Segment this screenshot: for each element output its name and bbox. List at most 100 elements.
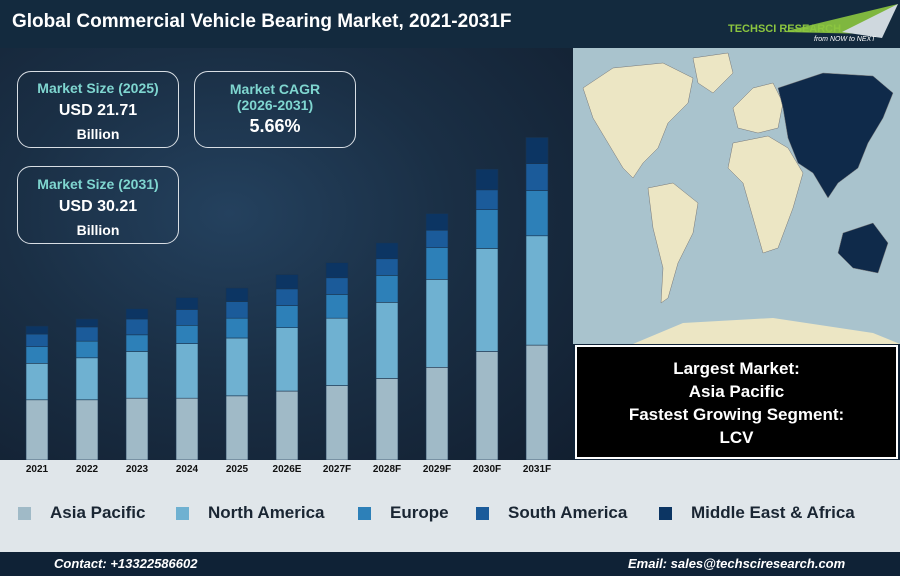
bar-segment-asia-pacific-2026E bbox=[275, 390, 299, 461]
kpi-label: Market Size (2031) bbox=[37, 176, 159, 192]
bar-segment-middle-east-africa-2027F bbox=[325, 262, 349, 279]
bar-segment-middle-east-africa-2024 bbox=[175, 297, 199, 310]
world-map-graphic bbox=[582, 52, 900, 344]
bar-segment-south-america-2026E bbox=[275, 288, 299, 306]
kpi-value: USD 21.71 bbox=[58, 102, 138, 119]
bar-segment-asia-pacific-2030F bbox=[475, 351, 499, 461]
legend-item: South America bbox=[476, 503, 627, 523]
bar-segment-south-america-2024 bbox=[175, 309, 199, 326]
bar-segment-middle-east-africa-2030F bbox=[475, 168, 499, 191]
kpi-market-size-2031: Market Size (2031) USD 30.21 Billion bbox=[17, 166, 179, 244]
kpi-label: Market CAGR (2026-2031) bbox=[229, 81, 321, 113]
legend-swatch bbox=[476, 506, 489, 520]
x-tick-label: 2028F bbox=[373, 464, 401, 475]
x-tick-label: 2023 bbox=[126, 464, 149, 475]
x-tick-label: 2022 bbox=[76, 464, 99, 475]
bar-segment-south-america-2027F bbox=[325, 277, 349, 295]
legend-item: Europe bbox=[358, 503, 449, 523]
header: Global Commercial Vehicle Bearing Market… bbox=[0, 0, 900, 48]
europe-shape bbox=[732, 82, 784, 134]
footer: Contact: +13322586602 Email: sales@techs… bbox=[0, 552, 900, 576]
bar-segment-asia-pacific-2031F bbox=[525, 344, 549, 461]
bar-segment-south-america-2031F bbox=[525, 163, 549, 191]
techsci-logo: TECHSCI RESEARCH from NOW to NEXT bbox=[722, 2, 898, 44]
bar-segment-europe-2031F bbox=[525, 190, 549, 237]
bar-segment-asia-pacific-2027F bbox=[325, 385, 349, 461]
key-insights-box: Largest Market: Asia Pacific Fastest Gro… bbox=[575, 345, 898, 459]
bar-segment-asia-pacific-2024 bbox=[175, 397, 199, 461]
fastest-segment-value: LCV bbox=[719, 428, 754, 447]
antarctica-shape bbox=[633, 318, 900, 344]
bar-segment-europe-2025 bbox=[225, 317, 249, 339]
legend-item: Asia Pacific bbox=[18, 503, 145, 523]
bar-segment-middle-east-africa-2022 bbox=[75, 318, 99, 328]
kpi-label: Market Size (2025) bbox=[37, 80, 159, 96]
contact-phone: Contact: +13322586602 bbox=[54, 556, 198, 571]
axis-band-filler bbox=[573, 460, 900, 476]
legend-swatch bbox=[358, 506, 371, 520]
bar-segment-europe-2021 bbox=[25, 346, 49, 364]
bar-segment-asia-pacific-2022 bbox=[75, 399, 99, 461]
greenland-shape bbox=[692, 52, 734, 94]
kpi-value: 5.66% bbox=[249, 116, 301, 136]
bar-segment-asia-pacific-2029F bbox=[425, 366, 449, 461]
bar-segment-asia-pacific-2025 bbox=[225, 395, 249, 461]
bar-segment-europe-2027F bbox=[325, 294, 349, 319]
x-axis-labels: 2021 2022 2023 2024 2025 2026E 2027F 2028F 2029F… bbox=[26, 464, 551, 475]
bar-segment-europe-2026E bbox=[275, 305, 299, 328]
bar-segment-europe-2028F bbox=[375, 275, 399, 303]
legend-label: Middle East & Africa bbox=[691, 503, 855, 522]
x-axis bbox=[0, 460, 573, 476]
legend-swatch bbox=[18, 506, 31, 520]
bar-segment-asia-pacific-2021 bbox=[25, 399, 49, 461]
bar-segment-europe-2023 bbox=[125, 334, 149, 352]
bar-segment-middle-east-africa-2031F bbox=[525, 137, 549, 164]
bar-segment-middle-east-africa-2026E bbox=[275, 274, 299, 290]
bar-segment-south-america-2029F bbox=[425, 229, 449, 248]
legend-label: Europe bbox=[390, 503, 449, 522]
x-tick-label: 2027F bbox=[323, 464, 351, 475]
bar-segment-middle-east-africa-2025 bbox=[225, 287, 249, 302]
x-tick-label: 2031F bbox=[523, 464, 551, 475]
legend-label: North America bbox=[208, 503, 325, 522]
logo-text: TECHSCI RESEARCH bbox=[728, 23, 841, 35]
bar-segment-middle-east-africa-2021 bbox=[25, 325, 49, 335]
bar-segment-north-america-2031F bbox=[525, 235, 549, 346]
legend-item: Middle East & Africa bbox=[659, 503, 855, 523]
legend-label: South America bbox=[508, 503, 628, 522]
bar-segment-europe-2030F bbox=[475, 209, 499, 249]
bar-segment-asia-pacific-2023 bbox=[125, 397, 149, 461]
kpi-cagr: Market CAGR (2026-2031) 5.66% bbox=[194, 71, 356, 148]
largest-market-value: Asia Pacific bbox=[688, 382, 785, 401]
bar-segment-north-america-2024 bbox=[175, 343, 199, 399]
legend-label: Asia Pacific bbox=[50, 503, 146, 522]
legend-item: North America bbox=[176, 503, 325, 523]
kpi-value: USD 30.21 bbox=[58, 198, 138, 215]
bar-segment-middle-east-africa-2028F bbox=[375, 242, 399, 260]
australia-shape bbox=[837, 222, 889, 274]
fastest-segment-label: Fastest Growing Segment: bbox=[628, 405, 845, 424]
bar-segment-europe-2022 bbox=[75, 340, 99, 359]
x-tick-label: 2021 bbox=[26, 464, 49, 475]
bar-segment-north-america-2027F bbox=[325, 317, 349, 386]
bar-segment-middle-east-africa-2023 bbox=[125, 308, 149, 320]
bar-segment-north-america-2025 bbox=[225, 337, 249, 397]
bar-segment-south-america-2030F bbox=[475, 189, 499, 210]
bar-segment-south-america-2023 bbox=[125, 318, 149, 336]
contact-email[interactable]: Email: sales@techsciresearch.com bbox=[628, 556, 846, 571]
x-tick-label: 2024 bbox=[176, 464, 199, 475]
bar-segment-north-america-2029F bbox=[425, 279, 449, 368]
asia-shape bbox=[777, 72, 894, 199]
world-map bbox=[573, 48, 900, 344]
legend-swatch bbox=[176, 506, 189, 520]
kpi-unit: Billion bbox=[76, 126, 120, 142]
logo-swoosh-icon: TECHSCI RESEARCH from NOW to NEXT bbox=[728, 4, 898, 43]
africa-shape bbox=[727, 135, 804, 254]
bar-segment-north-america-2022 bbox=[75, 357, 99, 401]
page-title: Global Commercial Vehicle Bearing Market… bbox=[12, 11, 512, 32]
bar-segment-south-america-2022 bbox=[75, 326, 99, 342]
kpi-unit: Billion bbox=[76, 222, 120, 238]
largest-market-label: Largest Market: bbox=[673, 359, 800, 378]
x-tick-label: 2026E bbox=[273, 464, 302, 475]
x-tick-label: 2030F bbox=[473, 464, 501, 475]
